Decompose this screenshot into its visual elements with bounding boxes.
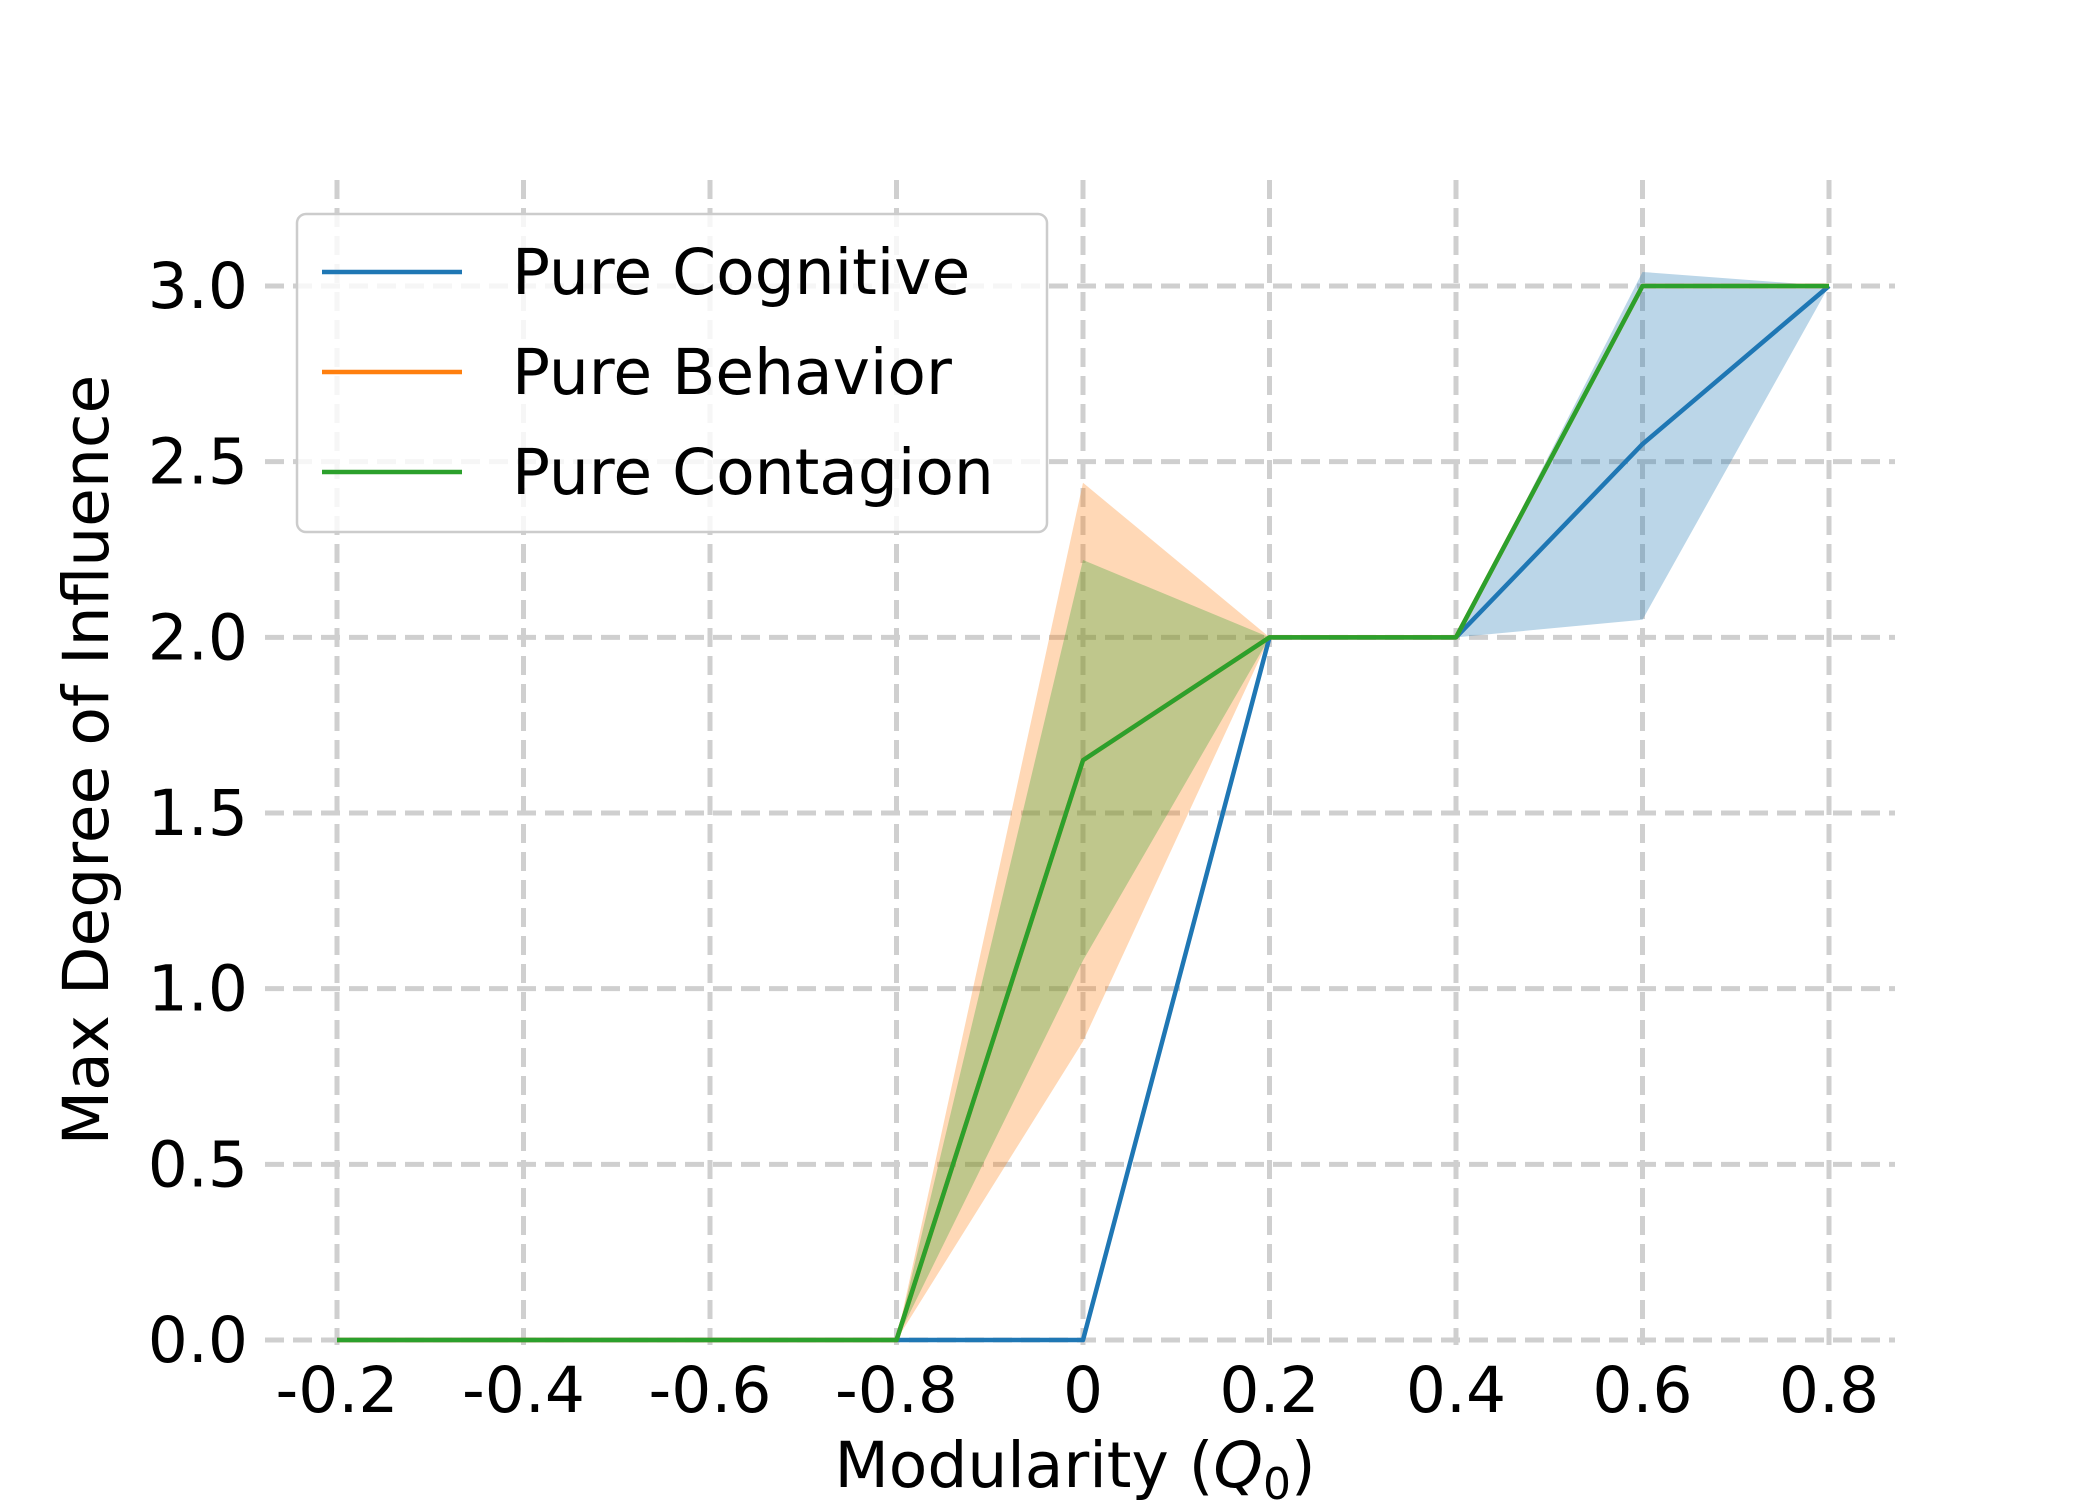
x-tick-label: 0.8 [1779, 1354, 1879, 1427]
x-tick-labels: -0.2 -0.4 -0.6 -0.8 0 0.2 0.4 0.6 0.8 [276, 1354, 1880, 1427]
x-axis-label-main: Modularity ( [834, 1429, 1213, 1500]
x-tick-label: 0 [1063, 1354, 1103, 1427]
y-tick-label: 1.5 [148, 777, 248, 850]
y-tick-label: 0.5 [148, 1128, 248, 1201]
legend-label: Pure Cognitive [512, 236, 970, 309]
y-tick-label: 2.0 [148, 601, 248, 674]
series-line [337, 283, 1829, 1343]
x-tick-label: 0.2 [1219, 1354, 1319, 1427]
x-tick-label: -0.4 [462, 1354, 585, 1427]
y-tick-label: 3.0 [148, 250, 248, 323]
x-axis-label-symbol: Q [1213, 1429, 1263, 1500]
y-axis-label: Max Degree of Influence [50, 375, 123, 1146]
x-tick-label: -0.2 [276, 1354, 399, 1427]
confidence-band [337, 286, 1829, 1340]
x-axis-label-subscript: 0 [1263, 1459, 1291, 1500]
legend-label: Pure Contagion [512, 436, 994, 509]
legend-label: Pure Behavior [512, 336, 952, 409]
confidence-bands [337, 271, 1829, 1340]
confidence-band [337, 286, 1829, 1340]
legend: Pure Cognitive Pure Behavior Pure Contagio… [295, 212, 1049, 534]
legend-box [295, 212, 1049, 534]
series-lines [337, 283, 1831, 1343]
x-axis-label-close: ) [1291, 1429, 1316, 1500]
y-tick-label: 0.0 [148, 1304, 248, 1377]
x-tick-label: -0.8 [835, 1354, 958, 1427]
y-tick-labels: 0.0 0.5 1.0 1.5 2.0 2.5 3.0 [148, 250, 248, 1377]
y-tick-label: 2.5 [148, 426, 248, 499]
y-tick-label: 1.0 [148, 953, 248, 1026]
x-tick-label: 0.6 [1592, 1354, 1692, 1427]
x-tick-label: -0.6 [649, 1354, 772, 1427]
x-tick-label: 0.4 [1406, 1354, 1506, 1427]
x-axis-label: Modularity (Q0) [834, 1429, 1315, 1500]
confidence-band [337, 271, 1829, 1340]
